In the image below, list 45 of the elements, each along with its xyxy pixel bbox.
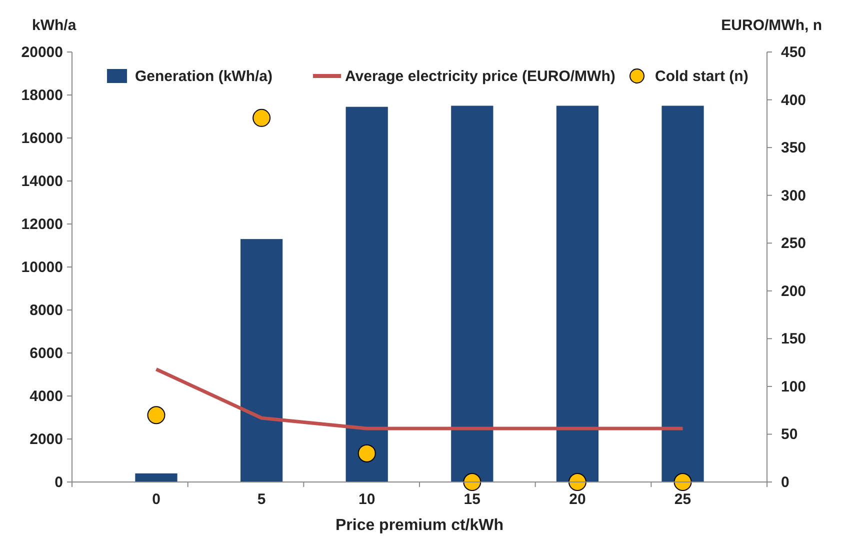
y-tick-label: 12000 xyxy=(21,216,63,233)
y-tick-label: 10000 xyxy=(21,259,63,276)
y2-axis-title: EURO/MWh, n xyxy=(721,17,822,34)
x-tick-label: 0 xyxy=(152,491,160,508)
y2-tick-label: 400 xyxy=(781,92,806,109)
bar xyxy=(346,106,388,482)
x-tick-label: 15 xyxy=(464,491,480,508)
y-tick-label: 20000 xyxy=(21,44,63,61)
y2-tick-label: 150 xyxy=(781,330,806,348)
y2-tick-label: 350 xyxy=(781,140,806,157)
bar xyxy=(556,106,599,482)
y2-tick-label: 450 xyxy=(781,44,806,61)
point xyxy=(463,473,482,491)
bar xyxy=(662,106,704,482)
legend-label: Generation (kWh/a) xyxy=(135,68,273,85)
point xyxy=(568,473,586,491)
y2-tick-label: 200 xyxy=(781,282,806,300)
legend-label: Cold start (n) xyxy=(655,68,748,85)
legend-label: Average electricity price (EURO/MWh) xyxy=(345,68,616,85)
y2-tick-label: 0 xyxy=(781,474,790,491)
bar xyxy=(451,106,494,482)
x-tick-label: 5 xyxy=(257,491,266,508)
x-tick-label: 20 xyxy=(569,491,586,508)
bar xyxy=(240,239,283,482)
y-tick-label: 6000 xyxy=(30,345,63,362)
y2-tick-label: 50 xyxy=(781,426,798,444)
point xyxy=(358,444,376,462)
y2-tick-label: 300 xyxy=(781,187,806,204)
y-axis-title: kWh/a xyxy=(32,17,77,34)
y-tick-label: 8000 xyxy=(30,302,63,319)
x-axis-title: Price premium ct/kWh xyxy=(335,517,504,534)
point xyxy=(252,108,271,127)
y-tick-label: 2000 xyxy=(30,431,63,448)
point xyxy=(674,473,692,491)
y-tick-label: 0 xyxy=(54,474,63,491)
x-tick-label: 10 xyxy=(358,491,376,508)
y2-tick-label: 100 xyxy=(781,378,806,396)
y-tick-label: 16000 xyxy=(21,130,63,147)
bar xyxy=(135,473,178,482)
y2-tick-label: 250 xyxy=(781,235,806,252)
x-tick-label: 25 xyxy=(674,491,692,508)
point xyxy=(147,406,166,424)
y-tick-label: 14000 xyxy=(21,173,63,190)
y-tick-label: 18000 xyxy=(21,87,63,104)
y-tick-label: 4000 xyxy=(30,388,63,405)
